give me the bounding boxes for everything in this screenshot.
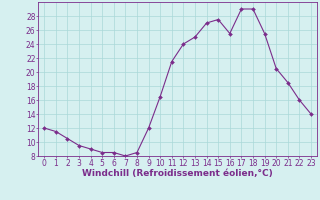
X-axis label: Windchill (Refroidissement éolien,°C): Windchill (Refroidissement éolien,°C) xyxy=(82,169,273,178)
